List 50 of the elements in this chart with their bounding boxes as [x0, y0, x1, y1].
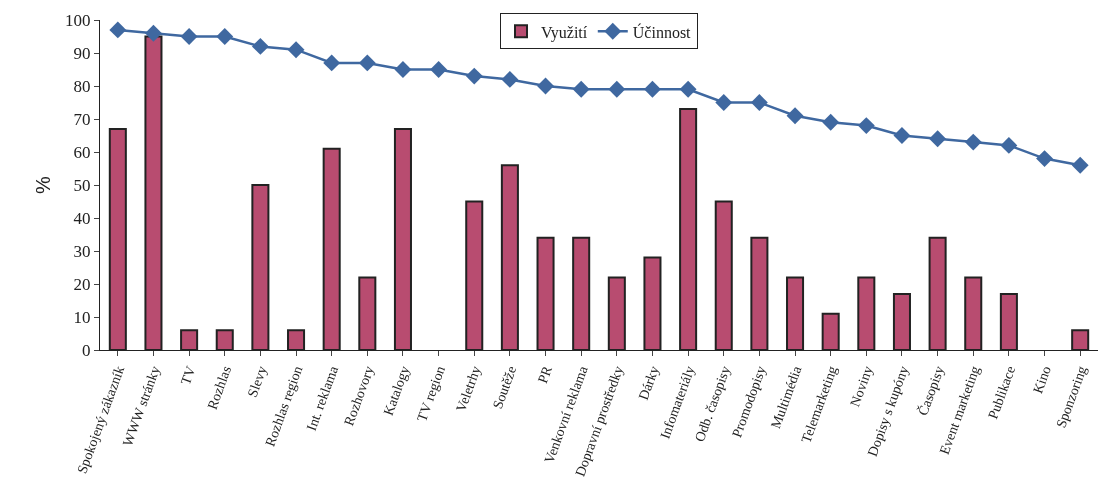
point [750, 94, 768, 111]
point [358, 54, 376, 72]
point [572, 80, 590, 98]
y-tick-label: 20 [73, 274, 91, 294]
y-tick-label: 70 [73, 109, 91, 129]
point [287, 41, 305, 59]
x-tick-label: TV region [414, 364, 449, 424]
y-tick-label: 30 [73, 241, 91, 261]
point [786, 107, 804, 125]
point [644, 80, 661, 98]
point [1036, 150, 1053, 168]
point [109, 21, 127, 39]
point [537, 77, 554, 95]
point [251, 37, 269, 55]
point [323, 54, 341, 72]
x-tick-label: Int. reklama [303, 363, 342, 433]
point [679, 80, 697, 98]
x-tick-label: Kino [1030, 364, 1054, 396]
point [608, 80, 626, 98]
point [501, 70, 519, 88]
legend-label: Účinnost [632, 22, 692, 41]
y-tick-label: 90 [73, 43, 91, 63]
y-tick-label: 60 [73, 142, 91, 162]
y-axis-title: % [32, 175, 54, 194]
point [1000, 136, 1018, 154]
y-tick-label: 10 [73, 307, 91, 327]
legend-label: Využití [541, 23, 588, 42]
point [715, 94, 733, 111]
point [857, 117, 875, 135]
point [1071, 156, 1089, 174]
x-tick-label: Slevy [244, 364, 270, 400]
y-tick-label: 100 [65, 10, 91, 30]
x-tick-label: Dárky [635, 364, 662, 403]
point [430, 61, 448, 78]
point [893, 127, 911, 144]
point [822, 113, 840, 131]
x-tick-label: TV [178, 364, 199, 387]
x-tick-label: Soutěže [490, 364, 520, 411]
point [145, 24, 162, 42]
point [964, 133, 982, 151]
x-tick-label: PR [534, 363, 556, 386]
point [216, 28, 234, 45]
point [929, 130, 947, 148]
point [465, 67, 483, 85]
point [394, 61, 412, 78]
y-tick-label: 50 [73, 175, 91, 195]
y-tick-label: 0 [82, 340, 91, 360]
y-tick-label: 80 [73, 76, 91, 96]
point [180, 28, 198, 45]
y-tick-label: 40 [73, 208, 91, 228]
